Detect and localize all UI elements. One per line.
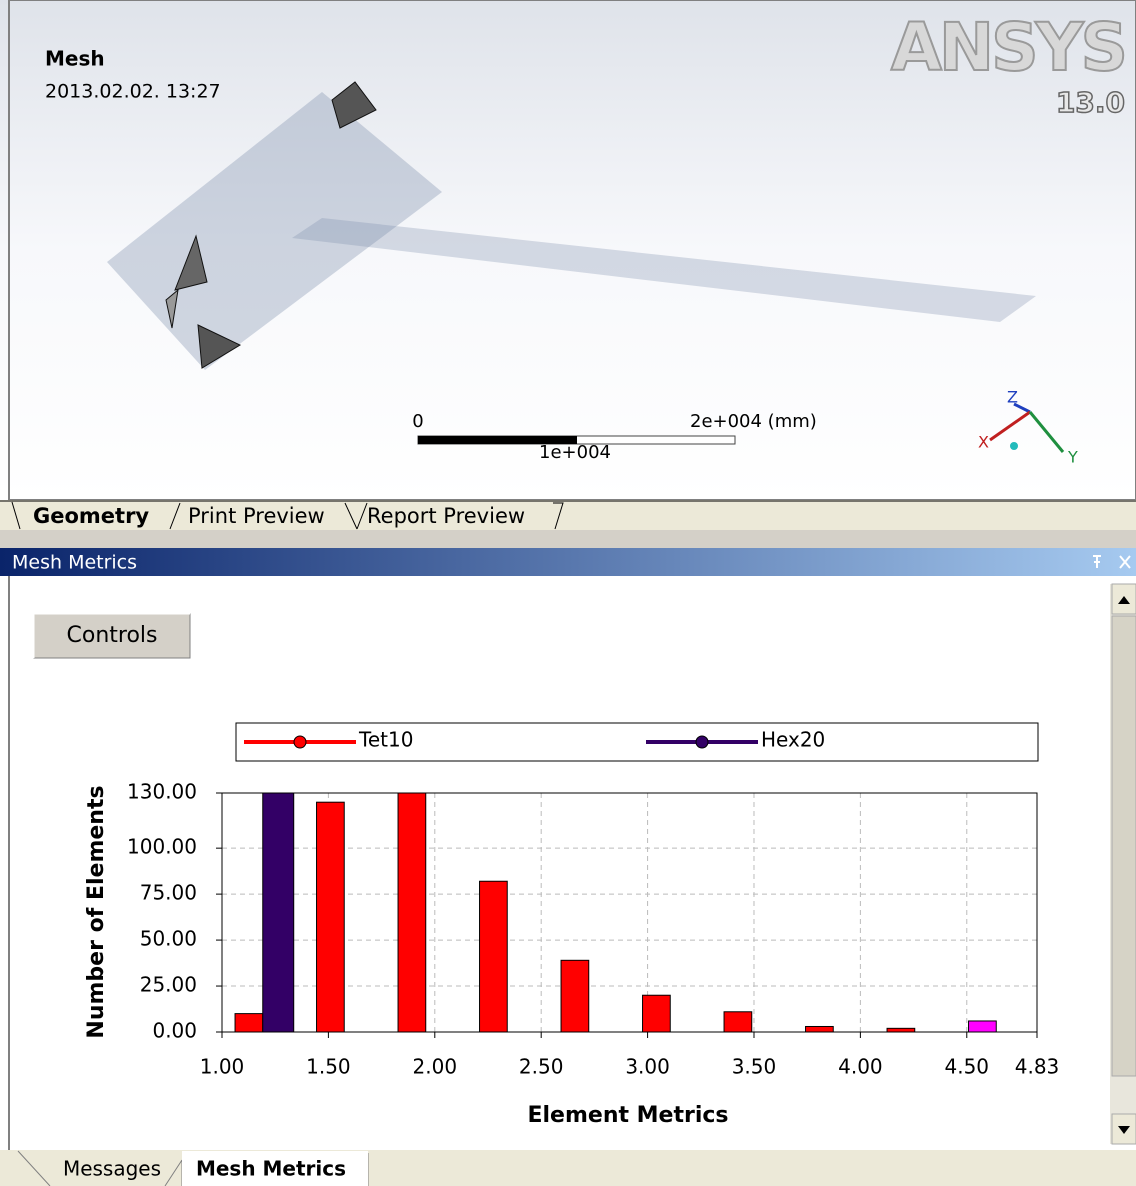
tab[interactable]: Print Preview	[188, 504, 325, 528]
x-tick-label: 4.00	[838, 1055, 883, 1079]
y-tick-label: 0.00	[152, 1019, 197, 1043]
scale-label: 1e+004	[539, 442, 611, 463]
bottom-tab-strip	[0, 1150, 1136, 1186]
y-tick-label: 25.00	[140, 973, 197, 997]
button-label[interactable]: Controls	[67, 623, 158, 648]
x-tick-label: 2.50	[519, 1055, 564, 1079]
bar	[263, 793, 294, 1032]
x-axis-title: Element Metrics	[527, 1103, 728, 1128]
y-tick-label: 50.00	[140, 927, 197, 951]
legend	[236, 723, 1038, 761]
bar	[480, 881, 508, 1032]
tab[interactable]: Geometry	[33, 504, 149, 528]
bar	[398, 793, 426, 1032]
triad-origin	[1010, 442, 1018, 450]
triad-label: X	[978, 433, 989, 452]
triad-label: Y	[1067, 448, 1078, 467]
scroll-thumb[interactable]	[1112, 616, 1136, 1076]
viewport-title: Mesh	[45, 47, 105, 71]
bar	[969, 1021, 997, 1032]
logo: ANSYS	[891, 9, 1125, 86]
tab[interactable]: Report Preview	[367, 504, 525, 528]
bar	[235, 1014, 263, 1032]
y-tick-label: 100.00	[127, 835, 197, 859]
version: 13.0	[1056, 86, 1125, 119]
triad-label: Z	[1007, 388, 1018, 407]
panel-title: Mesh Metrics	[12, 552, 137, 574]
x-tick-label: 4.50	[945, 1055, 990, 1079]
bar	[561, 960, 589, 1032]
splitter	[0, 530, 1136, 548]
tab-strip	[0, 500, 1136, 530]
bar	[643, 995, 671, 1032]
x-tick-label: 1.50	[306, 1055, 351, 1079]
legend-label: Tet10	[358, 728, 413, 752]
bar	[887, 1028, 915, 1032]
bar	[317, 802, 345, 1032]
bar	[724, 1012, 752, 1032]
screen: Mesh 2013.02.02. 13:27 ANSYS 13.0 0 2e+0…	[0, 0, 1136, 1186]
bar	[806, 1026, 834, 1032]
x-tick-label: 1.00	[200, 1055, 245, 1079]
scale-label: 2e+004 (mm)	[690, 411, 817, 432]
x-tick-label: 2.00	[413, 1055, 458, 1079]
scale-label: 0	[412, 411, 423, 432]
x-tick-label: 3.00	[625, 1055, 670, 1079]
bottom-tab[interactable]: Messages	[63, 1157, 161, 1181]
x-tick-label: 3.50	[732, 1055, 777, 1079]
y-axis-title: Number of Elements	[84, 785, 109, 1038]
timestamp: 2013.02.02. 13:27	[45, 81, 221, 103]
x-tick-label: 4.83	[1015, 1055, 1060, 1079]
y-tick-label: 75.00	[140, 881, 197, 905]
legend-marker	[294, 736, 306, 748]
page: Mesh 2013.02.02. 13:27 ANSYS 13.0 0 2e+0…	[0, 0, 1136, 1186]
y-tick-label: 130.00	[127, 780, 197, 804]
legend-marker	[696, 736, 708, 748]
bottom-tab[interactable]: Mesh Metrics	[196, 1157, 346, 1181]
panel-titlebar	[0, 548, 1136, 576]
legend-label: Hex20	[761, 728, 825, 752]
